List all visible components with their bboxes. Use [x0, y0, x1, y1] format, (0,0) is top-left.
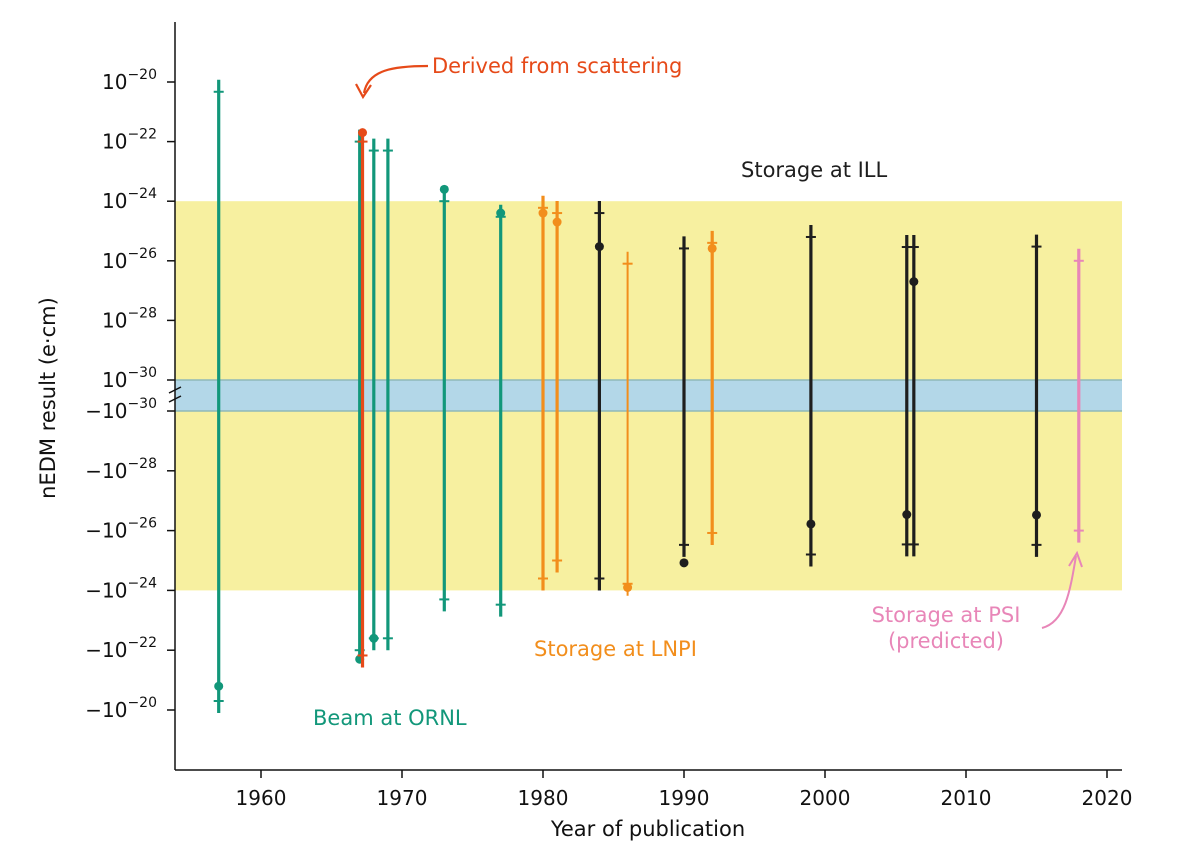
axis-break-mark [168, 386, 182, 394]
data-point [902, 510, 912, 520]
y-ticks: 10−20 10−22 10−24 10−26 10−28 10−30 −10−30 −10−… [85, 67, 175, 722]
series-storage-at-lnpi [538, 195, 718, 596]
data-point [214, 681, 224, 691]
data-point [1032, 510, 1041, 520]
y-tick-label: 10−24 [102, 186, 157, 213]
x-tick-label: 2020 [1082, 786, 1133, 810]
data-point [623, 583, 633, 593]
data-point [358, 128, 368, 138]
x-tick-label: 1980 [518, 786, 569, 810]
data-point [679, 558, 689, 568]
psi-arrowhead [1068, 550, 1083, 568]
y-tick-label: −10−28 [85, 456, 157, 483]
annotation-lnpi: Storage at LNPI [534, 637, 697, 661]
axis-break-mark [168, 395, 182, 403]
x-tick-label: 1960 [236, 786, 287, 810]
y-tick-label: −10−20 [85, 695, 157, 722]
y-tick-label: −10−26 [85, 516, 157, 543]
psi-arrow [1041, 555, 1077, 629]
scattering-arrow [362, 64, 429, 94]
x-tick-label: 1990 [659, 786, 710, 810]
data-point [552, 217, 562, 227]
series-derived-from-scattering [357, 128, 368, 668]
blue-band [175, 380, 1122, 411]
y-tick-label: 10−30 [102, 365, 157, 392]
annotation-ornl: Beam at ORNL [313, 706, 467, 730]
x-tick-label: 2000 [800, 786, 851, 810]
axes [168, 22, 1122, 771]
data-point [369, 633, 379, 643]
annotation-ill: Storage at ILL [741, 158, 888, 182]
x-tick-label: 1970 [377, 786, 428, 810]
annotation-scattering: Derived from scattering [432, 54, 682, 78]
data-point [496, 208, 506, 218]
data-point [538, 208, 548, 218]
data-point [439, 184, 449, 194]
y-tick-label: −10−22 [85, 635, 157, 662]
y-axis-title: nEDM result (e·cm) [36, 297, 60, 499]
series-beam-at-ornl [213, 79, 506, 713]
y-tick-label: 10−22 [102, 127, 157, 154]
series-storage-at-psi-predicted- [1073, 248, 1084, 543]
x-ticks: 1960 1970 1980 1990 2000 2010 2020 [236, 770, 1133, 810]
data-point [909, 277, 919, 287]
series-layer [213, 79, 1084, 713]
y-tick-label: −10−30 [85, 396, 157, 423]
annotation-psi-line2: (predicted) [888, 629, 1004, 653]
y-tick-label: 10−28 [102, 305, 157, 332]
scattering-arrowhead [355, 83, 372, 100]
y-tick-label: −10−24 [85, 575, 157, 602]
data-point [594, 242, 604, 252]
data-point [707, 243, 717, 253]
y-tick-label: 10−20 [102, 67, 157, 94]
data-point [806, 519, 816, 529]
x-axis-title: Year of publication [550, 817, 745, 841]
y-tick-label: 10−26 [102, 246, 157, 273]
x-tick-label: 2010 [941, 786, 992, 810]
annotation-psi-line1: Storage at PSI [872, 603, 1021, 627]
series-storage-at-ill [594, 201, 1042, 591]
